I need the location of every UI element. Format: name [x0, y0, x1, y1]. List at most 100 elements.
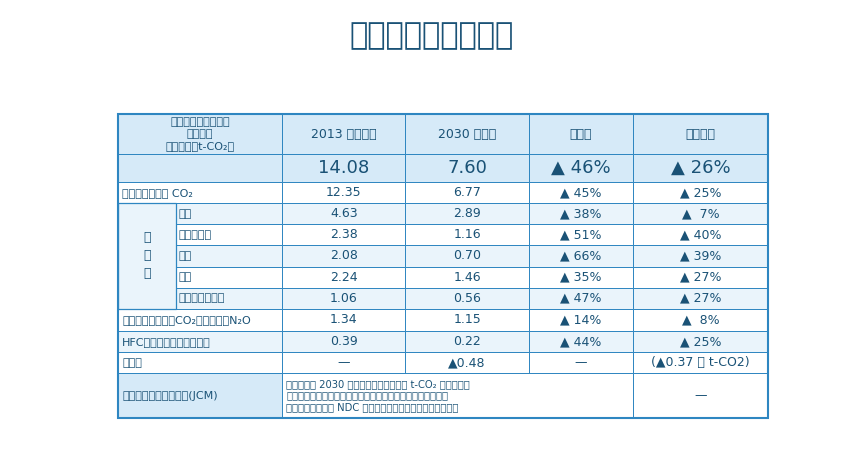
Text: 二国間クレジット制度(JCM): 二国間クレジット制度(JCM): [122, 391, 218, 401]
Text: ▲ 46%: ▲ 46%: [551, 159, 611, 177]
Bar: [175, 246, 283, 267]
Text: ▲ 25%: ▲ 25%: [680, 335, 721, 348]
Bar: [283, 352, 405, 373]
Text: 7.60: 7.60: [448, 159, 487, 177]
Text: 2.38: 2.38: [330, 228, 358, 241]
Bar: [405, 246, 529, 267]
Bar: [529, 203, 633, 224]
Text: 部
門
別: 部 門 別: [143, 231, 150, 280]
Bar: [283, 246, 405, 267]
Bar: [529, 352, 633, 373]
Bar: [405, 331, 529, 352]
Text: ▲ 47%: ▲ 47%: [560, 292, 601, 305]
Bar: [405, 154, 529, 182]
Bar: [175, 203, 283, 224]
Text: ▲  8%: ▲ 8%: [682, 313, 719, 327]
Text: 4.63: 4.63: [330, 207, 358, 220]
Text: 1.46: 1.46: [454, 270, 481, 284]
Text: エネルギー転換: エネルギー転換: [179, 293, 226, 303]
Bar: [405, 352, 529, 373]
Bar: [283, 224, 405, 246]
Text: 1.15: 1.15: [454, 313, 481, 327]
Bar: [405, 288, 529, 308]
Bar: [529, 288, 633, 308]
Text: ▲ 51%: ▲ 51%: [560, 228, 601, 241]
Bar: [405, 203, 529, 224]
Bar: [529, 154, 633, 182]
Text: —: —: [575, 356, 588, 369]
Text: ▲ 26%: ▲ 26%: [670, 159, 730, 177]
Text: 従来目標: 従来目標: [685, 128, 715, 140]
Bar: [633, 308, 767, 331]
Bar: [529, 114, 633, 154]
Bar: [175, 224, 283, 246]
Text: ▲ 66%: ▲ 66%: [560, 249, 601, 262]
Bar: [405, 308, 529, 331]
Bar: [283, 331, 405, 352]
Text: ▲ 44%: ▲ 44%: [560, 335, 601, 348]
Text: 2.89: 2.89: [454, 207, 481, 220]
Bar: [283, 203, 405, 224]
Bar: [633, 114, 767, 154]
Bar: [633, 224, 767, 246]
Bar: [175, 288, 283, 308]
Bar: [118, 224, 175, 246]
Text: 地球温暖化対策計画: 地球温暖化対策計画: [350, 21, 514, 50]
Bar: [118, 114, 767, 418]
Text: 非エネルギー起源CO₂、メタン、N₂O: 非エネルギー起源CO₂、メタン、N₂O: [122, 315, 251, 325]
Bar: [283, 154, 405, 182]
Text: ▲ 39%: ▲ 39%: [680, 249, 721, 262]
Text: 業務その他: 業務その他: [179, 230, 212, 240]
Bar: [633, 154, 767, 182]
Bar: [175, 267, 283, 288]
Bar: [633, 352, 767, 373]
Bar: [283, 308, 405, 331]
Bar: [118, 246, 175, 267]
Bar: [283, 288, 405, 308]
Bar: [633, 182, 767, 203]
Text: ▲ 25%: ▲ 25%: [680, 186, 721, 199]
Text: エネルギー起源 CO₂: エネルギー起源 CO₂: [122, 188, 193, 198]
Text: 削減率: 削減率: [569, 128, 592, 140]
Text: 産業: 産業: [179, 209, 192, 219]
Text: ▲  7%: ▲ 7%: [682, 207, 719, 220]
Text: —: —: [338, 356, 350, 369]
Bar: [405, 182, 529, 203]
Bar: [529, 182, 633, 203]
Bar: [118, 308, 283, 331]
Text: 0.56: 0.56: [453, 292, 481, 305]
Text: 2.24: 2.24: [330, 270, 358, 284]
Bar: [118, 203, 175, 224]
Text: 2.08: 2.08: [330, 249, 358, 262]
Text: ▲ 27%: ▲ 27%: [680, 270, 721, 284]
Bar: [118, 203, 175, 308]
Bar: [283, 267, 405, 288]
Text: 0.70: 0.70: [453, 249, 481, 262]
Bar: [118, 182, 283, 203]
Text: —: —: [694, 389, 707, 402]
Text: 0.22: 0.22: [454, 335, 481, 348]
Bar: [405, 114, 529, 154]
Text: 温室効果ガス排出量
・吸収量
（単位：億t-CO₂）: 温室効果ガス排出量 ・吸収量 （単位：億t-CO₂）: [166, 118, 235, 151]
Bar: [118, 352, 283, 373]
Text: 2013 排出実績: 2013 排出実績: [311, 128, 377, 140]
Text: ▲ 35%: ▲ 35%: [560, 270, 601, 284]
Bar: [633, 246, 767, 267]
Bar: [529, 246, 633, 267]
Text: 0.39: 0.39: [330, 335, 358, 348]
Bar: [118, 114, 283, 154]
Text: ▲ 14%: ▲ 14%: [560, 313, 601, 327]
Text: 運輸: 運輸: [179, 272, 192, 282]
Text: 家庭: 家庭: [179, 251, 192, 261]
Bar: [529, 267, 633, 288]
Bar: [633, 203, 767, 224]
Text: 2030 排出量: 2030 排出量: [438, 128, 496, 140]
Bar: [283, 114, 405, 154]
Bar: [529, 331, 633, 352]
Bar: [529, 224, 633, 246]
Bar: [283, 373, 633, 418]
Bar: [118, 267, 175, 288]
Bar: [405, 224, 529, 246]
Text: HFC等４ガス（フロン類）: HFC等４ガス（フロン類）: [122, 337, 211, 347]
Bar: [283, 182, 405, 203]
